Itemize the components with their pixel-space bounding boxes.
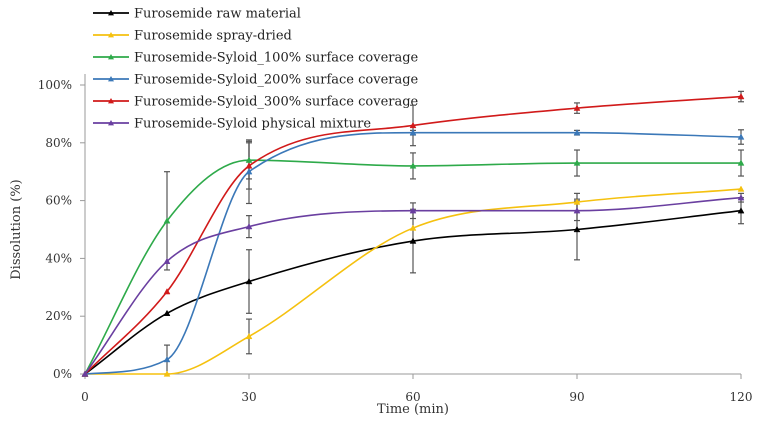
data-point: [245, 278, 253, 285]
data-point: [163, 288, 171, 295]
y-tick-label: 80%: [45, 136, 72, 150]
data-point: [409, 224, 417, 231]
data-point: [245, 168, 253, 175]
x-tick-label: 60: [405, 390, 420, 404]
legend: Furosemide raw material Furosemide spray-…: [93, 7, 419, 132]
series-line-6: [84, 196, 742, 375]
legend-swatch-marker: [108, 98, 114, 104]
series-line-3: [84, 159, 741, 375]
legend-swatch-marker: [108, 76, 114, 82]
data-point: [573, 159, 581, 166]
data-point: [573, 207, 581, 214]
legend-label: Furosemide-Syloid_100% surface coverage: [134, 51, 419, 66]
y-tick-label: 0%: [53, 367, 72, 381]
data-point: [737, 133, 745, 140]
data-point: [737, 185, 745, 192]
legend-label: Furosemide raw material: [134, 7, 301, 22]
x-tick-label: 120: [730, 390, 753, 404]
y-tick-label: 100%: [38, 78, 72, 92]
data-point: [163, 257, 171, 264]
y-tick-label: 40%: [45, 251, 72, 265]
data-point: [409, 121, 417, 129]
data-point: [737, 207, 745, 214]
data-point: [737, 194, 745, 201]
data-point: [163, 217, 171, 224]
data-point: [737, 159, 745, 166]
x-tick-label: 0: [81, 390, 89, 404]
legend-label: Furosemide-Syloid physical mixture: [134, 117, 371, 132]
data-markers: [81, 93, 745, 377]
axes: 0% 20% 40% 60% 80% 100% 0 30 60 90 120: [38, 74, 753, 404]
x-tick-label: 90: [569, 390, 584, 404]
data-point: [737, 93, 745, 100]
legend-swatch-marker: [108, 54, 114, 60]
legend-swatch-marker: [108, 32, 114, 38]
data-point: [409, 207, 417, 214]
data-point: [409, 162, 417, 169]
data-point: [573, 104, 581, 111]
data-point: [409, 237, 417, 244]
y-axis-title: Dissolution (%): [9, 179, 24, 280]
data-point: [163, 309, 171, 316]
data-point: [245, 223, 253, 230]
data-point: [573, 225, 581, 233]
legend-label: Furosemide spray-dried: [134, 29, 292, 44]
data-point: [573, 198, 581, 205]
data-point: [409, 129, 417, 136]
data-point: [81, 370, 89, 377]
x-axis-title: Time (min): [377, 402, 449, 417]
data-point: [163, 356, 171, 363]
data-point: [245, 162, 253, 169]
data-point: [245, 332, 253, 340]
data-point: [573, 129, 581, 136]
legend-label: Furosemide-Syloid_200% surface coverage: [134, 73, 419, 88]
legend-swatch-marker: [108, 10, 114, 16]
y-tick-label: 60%: [45, 194, 72, 208]
x-tick-label: 30: [241, 390, 256, 404]
legend-label: Furosemide-Syloid_300% surface coverage: [134, 95, 419, 110]
data-point: [163, 370, 171, 377]
y-tick-label: 20%: [45, 309, 72, 323]
legend-swatch-marker: [108, 120, 114, 126]
